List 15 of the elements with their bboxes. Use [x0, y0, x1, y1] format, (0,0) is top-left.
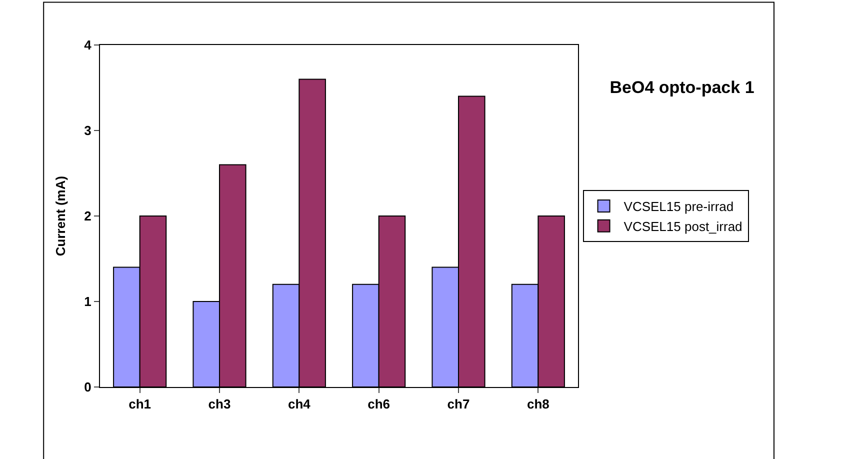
- legend-label: VCSEL15 post_irrad: [624, 218, 742, 234]
- text: BeO4 opto-pack 1: [610, 78, 754, 98]
- y-axis-title: Current (mA): [53, 176, 68, 256]
- y-tick-label: 1: [84, 294, 92, 310]
- y-tick-label: 0: [84, 380, 92, 395]
- x-tick-label: ch4: [288, 396, 312, 412]
- y-tick-label: 2: [84, 208, 92, 224]
- x-tick-label: ch3: [208, 396, 231, 412]
- y-tick-label: 3: [84, 123, 92, 138]
- x-tick-label: ch8: [526, 396, 550, 412]
- y-tick-label: 4: [84, 38, 92, 53]
- x-tick-label: ch6: [368, 396, 390, 412]
- legend-label: VCSEL15 pre-irrad: [624, 199, 734, 214]
- x-tick-label: ch1: [128, 396, 152, 412]
- x-tick-label: ch7: [447, 396, 470, 412]
